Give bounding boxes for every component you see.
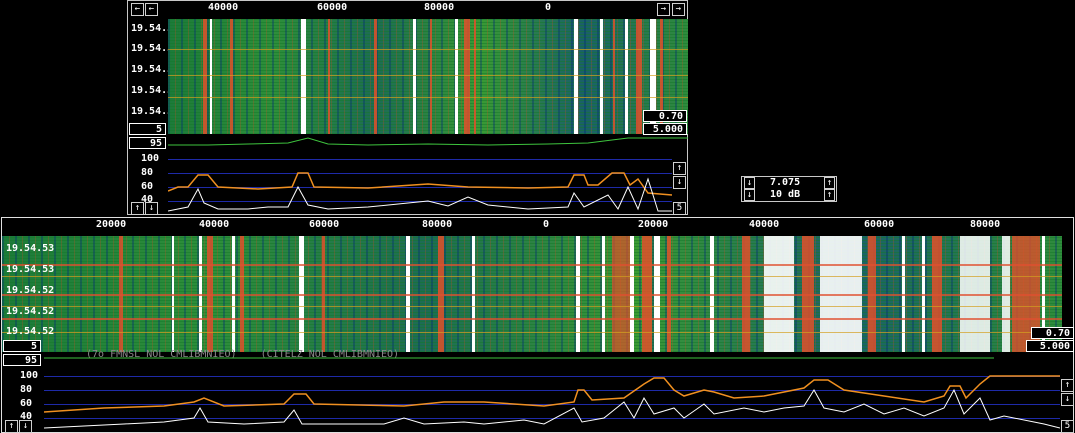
lower-freq-label: 80000 [422,219,453,230]
lower-level-field[interactable]: 95 [3,354,41,366]
lower-spectrum-y-label: 60 [20,398,33,409]
upper-spectrum-panel [168,151,672,213]
lower-level-trace [44,357,994,359]
lower-spectrum-y-label: 100 [20,370,39,381]
upper-spectrum-down-button[interactable]: ↓ [145,202,158,215]
upper-spectrum-y-label: 100 [141,153,160,164]
db-range-up-button[interactable]: ↑ [824,189,835,201]
upper-spectrum-y-label: 60 [141,181,154,192]
lower-spectrum-panel [44,368,1060,430]
lower-spectrum-live-trace [44,388,1060,429]
frequency-readout: 7.075 [770,177,801,188]
lower-freq-label: 60000 [309,219,340,230]
upper-time-label: 19.54.53 [131,43,180,54]
lower-status-text: (7o FMNSL NOL CMLIBMNIEO) (CITELZ NOL CM… [86,349,400,360]
lower-spectrum-peak-trace [44,375,1060,413]
upper-zoom-left-button[interactable]: ← [145,3,158,16]
upper-time-label: 19.54.52 [131,106,180,117]
lower-waterfall-display[interactable] [2,236,1062,352]
upper-scroll-right-button[interactable]: → [672,3,685,16]
lower-time-label: 19.54.52 [6,326,55,337]
lower-freq-label: 20000 [96,219,127,230]
upper-freq-label: 80000 [424,2,455,13]
upper-spectrum-step-field[interactable]: 5 [673,202,686,215]
upper-gain-field[interactable]: 5 [129,123,166,135]
upper-freq-label: 60000 [317,2,348,13]
upper-time-label: 19.54.53 [131,64,180,75]
lower-freq-label: 20000 [638,219,669,230]
lower-time-label: 19.54.53 [6,264,55,275]
lower-offset-field[interactable]: 0.70 [1031,327,1074,339]
lower-spectrum-y-label: 80 [20,384,33,395]
lower-freq-label: 40000 [749,219,780,230]
lower-gain-field[interactable]: 5 [3,340,41,352]
lower-time-label: 19.54.52 [6,285,55,296]
upper-freq-label: 40000 [208,2,239,13]
upper-freq-label: 0 [545,2,552,13]
upper-zoom-right-button[interactable]: → [657,3,670,16]
upper-spectrum-scale-up-button[interactable]: ↑ [673,162,686,175]
upper-spectrum-peak-trace [168,172,672,196]
lower-time-label: 19.54.53 [6,243,55,254]
frequency-down-button[interactable]: ↓ [744,177,755,189]
upper-spectrum-scale-down-button[interactable]: ↓ [673,176,686,189]
upper-spectrum-up-button[interactable]: ↑ [131,202,144,215]
lower-spectrum-down-button[interactable]: ↓ [19,420,32,433]
lower-span-field[interactable]: 5.000 [1026,340,1074,352]
db-range-readout: 10 dB [770,189,801,200]
lower-spectrum-scale-up-button[interactable]: ↑ [1061,379,1074,392]
lower-freq-label: 80000 [970,219,1001,230]
upper-frequency-scale: ← ← → → 40000 60000 80000 0 [128,1,687,19]
lower-spectrum-step-field[interactable]: 5 [1061,420,1074,433]
lower-frequency-scale: 20000 40000 60000 80000 0 20000 40000 60… [2,218,1073,236]
upper-waterfall-window: ← ← → → 40000 60000 80000 0 19.54.53 19.… [127,0,688,215]
lower-freq-label: 40000 [199,219,230,230]
upper-level-trace [168,137,688,146]
upper-span-field[interactable]: 5.000 [643,123,687,135]
upper-level-field[interactable]: 95 [129,137,166,149]
lower-spectrum-up-button[interactable]: ↑ [5,420,18,433]
lower-waterfall-window: 20000 40000 60000 80000 0 20000 40000 60… [1,217,1074,433]
lower-time-label: 19.54.52 [6,306,55,317]
db-range-down-button[interactable]: ↓ [744,189,755,201]
lower-freq-label: 0 [543,219,550,230]
frequency-up-button[interactable]: ↑ [824,177,835,189]
upper-waterfall-display[interactable] [168,19,688,134]
upper-spectrum-live-trace [168,177,672,212]
upper-offset-field[interactable]: 0.70 [643,110,687,122]
upper-spectrum-y-label: 40 [141,194,154,205]
lower-freq-label: 60000 [864,219,895,230]
frequency-control-panel: ↓ ↑ 7.075 ↓ ↑ 10 dB [741,176,837,202]
lower-spectrum-y-label: 40 [20,411,33,422]
lower-spectrum-scale-down-button[interactable]: ↓ [1061,393,1074,406]
upper-scroll-left-button[interactable]: ← [131,3,144,16]
upper-spectrum-y-label: 80 [141,167,154,178]
upper-time-label: 19.54.53 [131,23,180,34]
upper-time-label: 19.54.52 [131,85,180,96]
